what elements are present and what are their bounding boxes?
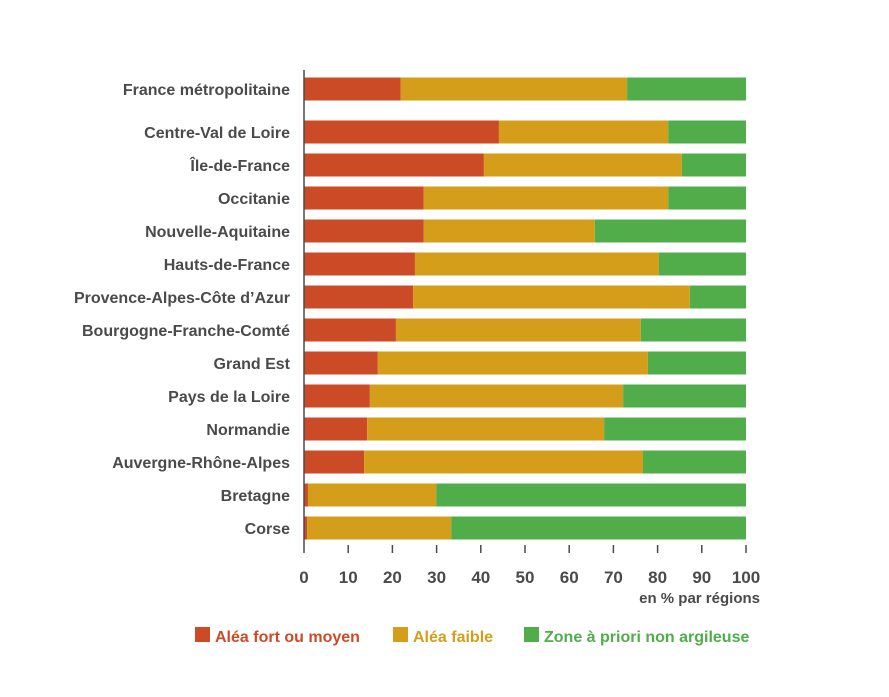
category-label: Hauts-de-France [164, 257, 290, 274]
bar-segment [364, 450, 644, 474]
bar-segment [395, 318, 641, 342]
bar-segment [451, 516, 746, 540]
bar-segment [594, 219, 746, 243]
legend-label: Aléa fort ou moyen [215, 629, 360, 646]
category-label: Normandie [206, 422, 290, 439]
bar-segment [414, 252, 659, 276]
legend-swatch [524, 627, 539, 642]
bar-segment [304, 120, 499, 144]
bar-segment [647, 351, 746, 375]
bar-segment [304, 77, 401, 101]
x-tick-label: 50 [516, 568, 535, 587]
bar-segment [304, 318, 396, 342]
bar-segment [304, 285, 414, 309]
legend-swatch [393, 627, 408, 642]
bar-segment [604, 417, 746, 441]
bar-segment [367, 417, 605, 441]
category-label: Auvergne-Rhône-Alpes [112, 455, 290, 472]
bar-segment [627, 77, 746, 101]
category-label: Occitanie [218, 191, 290, 208]
category-label: Provence-Alpes-Côte d’Azur [74, 290, 290, 307]
legend-label: Zone à priori non argileuse [544, 629, 749, 646]
bar-segment [668, 120, 746, 144]
legend-label: Aléa faible [413, 629, 493, 646]
bar-segment [689, 285, 746, 309]
bar-segment [681, 153, 746, 177]
bar-segment [307, 483, 437, 507]
x-tick-label: 90 [692, 568, 711, 587]
bar-segment [377, 351, 648, 375]
x-tick-label: 70 [604, 568, 623, 587]
x-axis-label: en % par régions [639, 590, 760, 607]
bar-segment [400, 77, 628, 101]
bar-segment [304, 483, 308, 507]
category-label: Bretagne [221, 488, 290, 505]
bar-segment [304, 351, 378, 375]
category-label: France métropolitaine [123, 82, 290, 99]
x-tick-label: 30 [427, 568, 446, 587]
category-label: Grand Est [214, 356, 291, 373]
bar-segment [643, 450, 746, 474]
category-label: Centre-Val de Loire [144, 125, 290, 142]
bar-segment [413, 285, 690, 309]
bar-segment [304, 417, 368, 441]
bar-segment [304, 186, 424, 210]
bar-segment [304, 252, 415, 276]
bar-segment [304, 516, 308, 540]
category-label: Île-de-France [189, 156, 290, 175]
bar-segment [658, 252, 746, 276]
bar-segment [623, 384, 746, 408]
bar-segment [369, 384, 624, 408]
bar-segment [668, 186, 746, 210]
x-tick-label: 0 [299, 568, 308, 587]
bar-segment [304, 450, 365, 474]
bar-segment [640, 318, 746, 342]
category-label: Corse [245, 521, 290, 538]
x-tick-label: 100 [732, 568, 760, 587]
category-label: Pays de la Loire [168, 389, 290, 406]
x-tick-label: 40 [471, 568, 490, 587]
x-tick-label: 20 [383, 568, 402, 587]
category-label: Nouvelle-Aquitaine [145, 224, 290, 241]
bar-segment [423, 219, 595, 243]
bar-segment [423, 186, 669, 210]
bar-segment [304, 384, 370, 408]
bar-segment [483, 153, 682, 177]
bar-segment [304, 153, 484, 177]
bar-segment [304, 219, 424, 243]
bar-segment [436, 483, 746, 507]
x-tick-label: 80 [648, 568, 667, 587]
x-tick-label: 10 [339, 568, 358, 587]
bar-segment [498, 120, 669, 144]
bar-segment [307, 516, 452, 540]
category-label: Bourgogne-Franche-Comté [82, 323, 290, 340]
x-tick-label: 60 [560, 568, 579, 587]
legend-swatch [195, 627, 210, 642]
